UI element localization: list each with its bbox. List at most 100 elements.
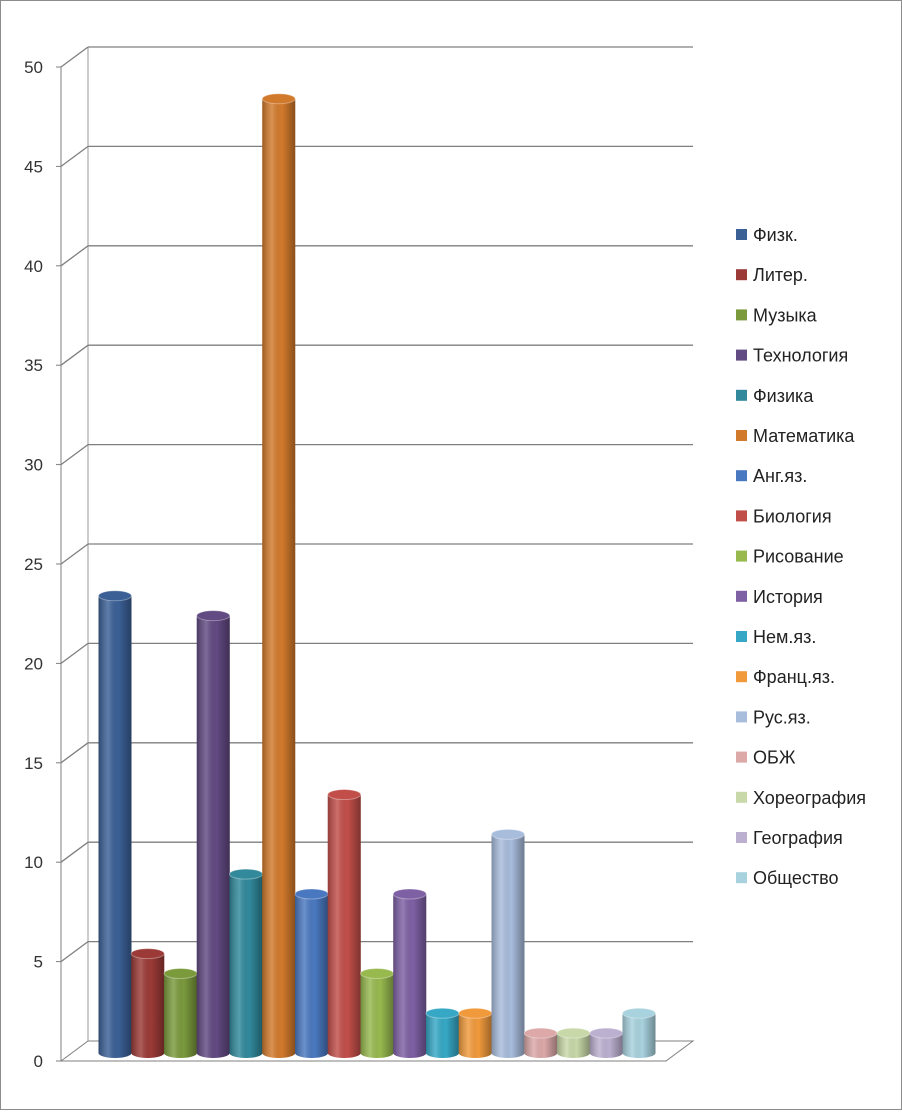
legend-item-рус-яз: Рус.яз.	[736, 707, 811, 727]
legend-item-история: История	[736, 587, 823, 607]
gridline-diagonal	[60, 245, 89, 267]
legend-item-рисование: Рисование	[736, 547, 844, 567]
bar-общество	[622, 1007, 656, 1058]
bar-музыка	[163, 967, 198, 1058]
legend-item-анг-яз: Анг.яз.	[736, 466, 807, 486]
legend-swatch	[736, 671, 747, 683]
legend-swatch	[736, 510, 747, 522]
y-axis: 0 5 10 15 20 25 30 35 40 45 50	[24, 58, 61, 1071]
legend-label: Рисование	[753, 547, 844, 567]
bar-shading	[295, 893, 328, 1058]
y-tick-label: 50	[24, 58, 43, 77]
bar-top	[229, 868, 263, 880]
y-tick-label: 35	[24, 356, 43, 375]
y-tick-label: 0	[34, 1052, 43, 1071]
y-tick-label: 25	[24, 555, 43, 574]
legend-swatch	[736, 631, 747, 642]
bar-top	[622, 1007, 656, 1019]
bar-top	[425, 1007, 460, 1019]
bar-top	[589, 1027, 624, 1039]
bar-рисование	[360, 967, 394, 1058]
legend-label: География	[753, 828, 843, 848]
legend-swatch	[736, 872, 747, 884]
legend-item-биология: Биология	[736, 506, 832, 526]
bar-shading	[164, 973, 197, 1058]
legend-item-литер: Литер.	[736, 265, 808, 285]
bar-top	[491, 828, 525, 840]
legend-item-география: География	[736, 828, 843, 848]
chart-walls	[59, 47, 695, 1062]
bar-нем-яз	[425, 1007, 460, 1058]
gridline-diagonal	[60, 841, 89, 863]
legend-label: Литер.	[753, 265, 808, 285]
legend-item-нем-яз: Нем.яз.	[736, 627, 816, 647]
bar-история	[392, 888, 427, 1058]
gridline-diagonal	[60, 145, 89, 167]
bar-shading	[557, 1033, 590, 1058]
bar-физк	[98, 590, 132, 1058]
gridline-diagonal	[60, 941, 89, 963]
legend-swatch	[736, 470, 747, 482]
bar-shading	[262, 98, 296, 1058]
bar-shading	[491, 834, 525, 1058]
bar-top	[327, 789, 362, 801]
bar-литер	[130, 948, 165, 1058]
bar-биология	[327, 789, 362, 1058]
bar-shading	[360, 973, 394, 1058]
legend-label: Общество	[753, 868, 839, 888]
bar-рус-яз	[491, 828, 525, 1058]
legend-label: Музыка	[753, 305, 818, 325]
legend-label: Технология	[753, 346, 848, 366]
legend-swatch	[736, 791, 747, 803]
y-tick-label: 20	[24, 654, 43, 673]
bar-top	[294, 888, 329, 900]
legend-label: История	[753, 587, 823, 607]
bar-top	[196, 610, 231, 622]
legend-swatch	[736, 309, 747, 321]
legend-swatch	[736, 349, 747, 361]
bar-shading	[327, 794, 361, 1058]
gridline-diagonal	[60, 444, 89, 466]
bar-география	[589, 1027, 624, 1058]
bar-shading	[393, 893, 427, 1058]
bar-top	[458, 1007, 493, 1019]
legend-item-технология: Технология	[736, 346, 848, 366]
chart-floor	[59, 1040, 695, 1062]
bar-технология	[196, 610, 231, 1058]
legend: Физк. Литер. Музыка Технология Физика Математ…	[736, 225, 866, 888]
y-tick-label: 15	[24, 754, 43, 773]
legend-label: Биология	[753, 506, 832, 526]
legend-item-обж: ОБЖ	[736, 748, 796, 768]
gridline-diagonal	[60, 46, 89, 68]
bar-shading	[229, 874, 263, 1058]
legend-swatch	[736, 229, 747, 240]
bar-франц-яз	[458, 1007, 493, 1058]
legend-swatch	[736, 590, 747, 602]
legend-swatch	[736, 430, 747, 441]
bar-top	[556, 1027, 591, 1039]
bar-хореография	[556, 1027, 591, 1058]
legend-item-математика: Математика	[736, 426, 855, 446]
legend-label: Рус.яз.	[753, 707, 811, 727]
legend-swatch	[736, 389, 747, 401]
bar-математика	[261, 93, 296, 1058]
legend-label: Нем.яз.	[753, 627, 816, 647]
bar-top	[130, 948, 165, 960]
y-tick-label: 10	[24, 853, 43, 872]
legend-item-физика: Физика	[736, 386, 814, 406]
bar-физика	[229, 868, 263, 1058]
bar-shading	[622, 1013, 656, 1058]
legend-swatch	[736, 550, 747, 562]
gridline-diagonal	[60, 742, 89, 764]
legend-label: Физк.	[753, 225, 798, 245]
legend-swatch	[736, 751, 747, 763]
bar-shading	[196, 615, 230, 1058]
y-tick-label: 5	[34, 953, 43, 972]
legend-label: Франц.яз.	[753, 667, 835, 687]
legend-label: Физика	[753, 386, 814, 406]
legend-item-музыка: Музыка	[736, 305, 818, 325]
bar-shading	[131, 953, 165, 1058]
bar-top	[392, 888, 427, 900]
bar-анг-яз	[294, 888, 329, 1058]
